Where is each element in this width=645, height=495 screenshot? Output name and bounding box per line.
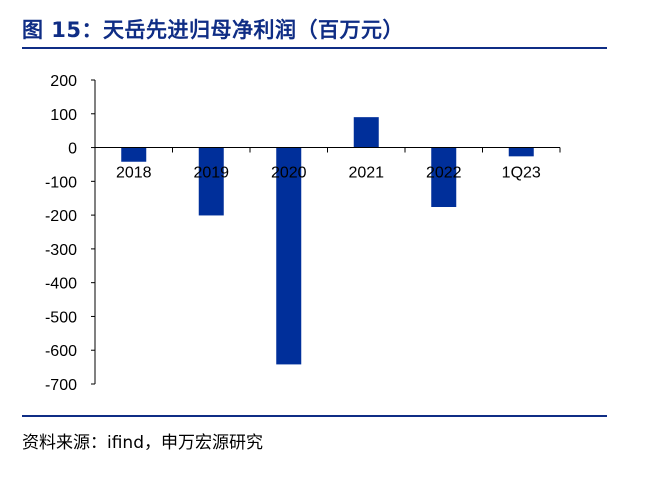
bar-2021 (353, 117, 379, 148)
bar-2020 (276, 147, 302, 365)
source-note: 资料来源：ifind，申万宏源研究 (22, 433, 263, 453)
y-tick-label: 200 (50, 73, 77, 90)
y-tick-label: -300 (45, 242, 77, 259)
y-tick-label: 100 (50, 107, 77, 124)
chart-area: 200 100 0 -100 -200 -300 -400 -500 -600 -700 2018 2… (0, 60, 645, 400)
footer-divider (22, 415, 607, 417)
x-tick-label: 2020 (271, 165, 307, 182)
bar-2018 (121, 147, 147, 162)
y-tick-label: 0 (68, 141, 77, 158)
bar-2022 (431, 147, 457, 208)
y-tick-label: -500 (45, 309, 77, 326)
x-tick-label: 2019 (193, 165, 229, 182)
bar-2019 (198, 147, 224, 216)
y-tick-label: -100 (45, 174, 77, 191)
x-tick-label: 1Q23 (502, 165, 541, 182)
x-tick-label: 2018 (116, 165, 152, 182)
bar-chart: 200 100 0 -100 -200 -300 -400 -500 -600 -700 2018 2… (45, 73, 561, 394)
y-tick-label: -400 (45, 276, 77, 293)
chart-title: 图 15：天岳先进归母净利润（百万元） (22, 18, 405, 42)
x-tick-label: 2022 (426, 165, 462, 182)
y-tick-label: -700 (45, 377, 77, 394)
title-divider (22, 47, 607, 49)
x-tick-label: 2021 (348, 165, 384, 182)
y-tick-label: -600 (45, 343, 77, 360)
y-tick-label: -200 (45, 208, 77, 225)
bar-1q23 (508, 147, 534, 157)
